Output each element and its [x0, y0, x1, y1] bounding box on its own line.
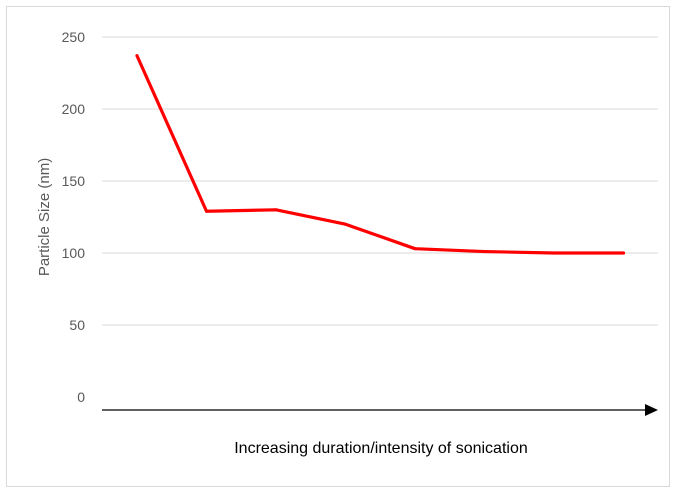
- x-axis: [102, 404, 658, 416]
- chart-frame: [6, 6, 670, 487]
- y-tick-label: 250: [62, 29, 86, 45]
- y-tick-label: 200: [62, 101, 86, 117]
- y-tick-labels: 0 50 100 150 200 250: [62, 29, 86, 405]
- data-point: [205, 209, 208, 213]
- x-axis-arrowhead: [645, 404, 658, 416]
- data-point: [413, 247, 417, 251]
- data-point: [552, 251, 556, 255]
- data-point: [622, 251, 625, 255]
- x-axis-title: Increasing duration/intensity of sonicat…: [234, 440, 528, 457]
- y-tick-label: 0: [77, 389, 85, 405]
- series-line: [135, 54, 626, 255]
- data-point: [344, 222, 347, 226]
- y-tick-label: 100: [62, 245, 86, 261]
- y-tick-label: 150: [62, 173, 86, 189]
- data-point: [483, 250, 486, 254]
- y-tick-label: 50: [69, 317, 85, 333]
- gridlines: [102, 36, 658, 326]
- y-axis-title: Particle Size (nm): [36, 158, 53, 276]
- data-point: [274, 208, 278, 212]
- data-point: [135, 54, 139, 58]
- series-layer: [135, 54, 626, 255]
